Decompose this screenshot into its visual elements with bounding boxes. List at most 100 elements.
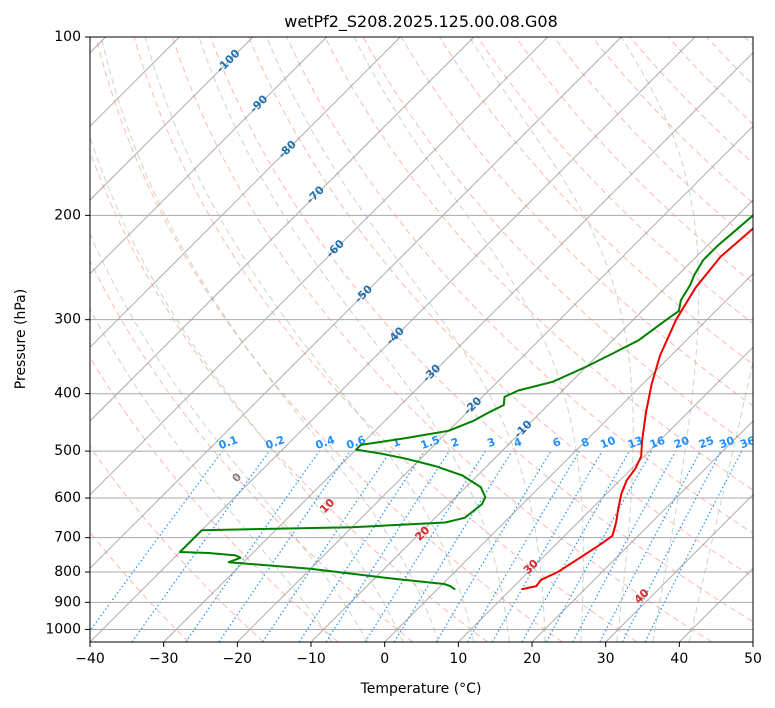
mixing-ratio-line [644, 450, 743, 642]
isotherm [163, 51, 753, 642]
mixing-ratio-line [218, 450, 351, 642]
x-tick-label: −10 [296, 651, 326, 667]
y-tick-label: 700 [54, 530, 81, 546]
dry-adiabat [248, 37, 753, 578]
moist-adiabat [198, 37, 510, 642]
mixing-ratio-label: 0.4 [314, 433, 337, 452]
dry-adiabat [286, 37, 753, 534]
x-tick-label: 10 [449, 651, 467, 667]
dry-adiabat-label: 40 [632, 586, 652, 606]
dry-adiabat [668, 37, 753, 125]
x-tick-label: 20 [523, 651, 541, 667]
dry-adiabat-label: 20 [412, 523, 432, 543]
y-tick-label: 100 [54, 29, 81, 45]
isobars [90, 37, 753, 630]
dry-adiabat [90, 150, 488, 642]
isotherm [90, 37, 622, 570]
mixing-ratio-line [90, 450, 223, 632]
moist-adiabat [90, 135, 404, 642]
moist-adiabat [100, 37, 439, 642]
x-tick-label: −20 [223, 651, 253, 667]
dry-adiabat [553, 37, 753, 244]
chart-title: wetPf2_S208.2025.125.00.08.G08 [284, 12, 558, 32]
isotherms [90, 37, 753, 642]
isotherm [90, 37, 549, 496]
y-tick-label: 300 [54, 312, 81, 328]
dry-adiabat [706, 37, 753, 86]
moist-adiabat [266, 37, 546, 642]
y-tick-label: 600 [54, 490, 81, 506]
y-axis-title: Pressure (hPa) [13, 289, 29, 389]
x-tick-label: 50 [744, 651, 762, 667]
y-tick-label: 400 [54, 386, 81, 402]
x-axis: −40 −30 −20 −10 0 10 20 30 40 50 [75, 642, 762, 667]
mixing-ratio-label: 36 [738, 434, 757, 452]
y-tick-label: 800 [54, 564, 81, 580]
mixing-ratio-label: 20 [672, 434, 691, 452]
mixing-ratio-line [572, 450, 677, 642]
mixing-ratio-label: 30 [717, 434, 736, 452]
mixing-ratio-label: 6 [551, 435, 563, 450]
moist-adiabats [90, 37, 753, 642]
mixing-ratio-label: 2 [449, 435, 461, 450]
plot-area: -100-90-80-70-60-50-40-30-20-10010203040… [90, 37, 757, 642]
mixing-ratio-label: 8 [579, 435, 591, 450]
x-tick-label: −40 [75, 651, 105, 667]
x-tick-label: −30 [149, 651, 179, 667]
y-tick-label: 900 [54, 594, 81, 610]
moist-adiabat [90, 232, 369, 642]
isotherm [90, 37, 401, 349]
isotherm [236, 125, 753, 642]
mixing-ratio-line [185, 450, 320, 642]
mixing-ratio-line [521, 450, 631, 642]
mixing-ratio-lines [90, 450, 743, 642]
dry-adiabat [133, 37, 638, 642]
dry-adiabat [324, 37, 753, 491]
x-tick-label: 30 [597, 651, 615, 667]
mixing-ratio-line [298, 450, 425, 642]
mixing-ratio-line [545, 450, 653, 642]
mixing-ratio-label: 1 [391, 435, 403, 450]
mixing-ratio-label: 16 [648, 434, 667, 452]
mixing-ratio-label: 25 [697, 434, 716, 451]
isotherm [678, 567, 753, 642]
mixing-ratio-label: 0.1 [217, 433, 240, 452]
mixing-ratio-labels: 0.1 0.2 0.4 0.6 1 1.5 2 3 4 6 8 10 13 16 20 25 30 36 [217, 433, 757, 452]
moist-adiabat [688, 358, 753, 642]
mixing-ratio-label: 3 [485, 435, 497, 450]
x-tick-label: 40 [670, 651, 688, 667]
dry-adiabat [90, 259, 414, 642]
dry-adiabat [171, 37, 712, 642]
isotherm [310, 199, 753, 642]
dry-adiabat [744, 37, 753, 47]
isotherm [457, 346, 753, 642]
mixing-ratio-label: 4 [512, 435, 524, 450]
y-axis: 100 200 300 400 500 600 700 800 900 1000 [45, 29, 90, 637]
moist-adiabat [469, 37, 634, 642]
plot-frame [89, 36, 754, 643]
dry-adiabat-label: -20 [461, 394, 484, 417]
x-tick-label: 0 [380, 651, 389, 667]
dry-adiabat-label: 30 [521, 557, 541, 577]
isotherm [384, 272, 753, 642]
y-tick-label: 200 [54, 207, 81, 223]
isotherm [90, 37, 328, 275]
isotherm [531, 420, 753, 642]
series-dewpoint-line [179, 213, 753, 591]
isotherm [605, 493, 753, 642]
y-tick-label: 1000 [45, 621, 81, 637]
mixing-ratio-line [435, 450, 552, 642]
dry-adiabat [95, 37, 563, 642]
mixing-ratio-label: 0.2 [264, 433, 287, 452]
y-tick-label: 500 [54, 443, 81, 459]
dry-adiabat [210, 37, 753, 623]
dry-adiabat [591, 37, 753, 204]
dry-adiabat [515, 37, 753, 284]
mixing-ratio-line [325, 450, 450, 642]
mixing-ratio-label: 13 [626, 434, 645, 451]
isotherm [752, 641, 753, 642]
mixing-ratio-label: 1.5 [419, 433, 442, 452]
x-axis-title: Temperature (°C) [360, 681, 482, 697]
moist-adiabat [620, 37, 700, 642]
